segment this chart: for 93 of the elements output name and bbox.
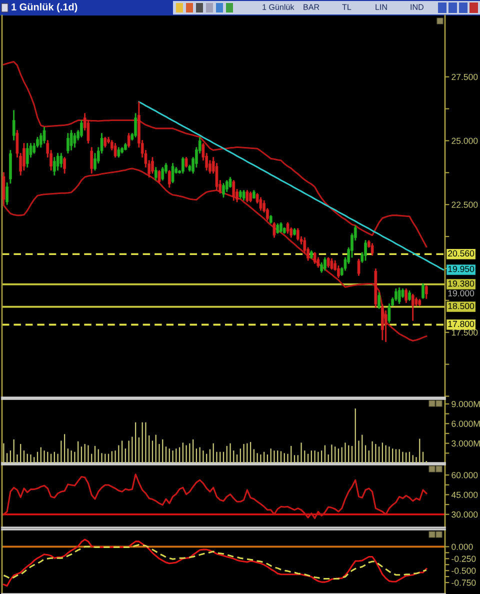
line-series (2, 168, 428, 342)
candlestick (408, 290, 411, 301)
candlestick (104, 136, 107, 148)
y-tick-label: 30.000 (452, 511, 478, 518)
y-tick-label: -0.500 (452, 568, 476, 574)
y-tick-label: -0.250 (452, 556, 476, 562)
candlestick (117, 147, 120, 158)
candlestick (418, 298, 422, 306)
text: LIN (376, 4, 387, 10)
candlestick (66, 133, 70, 154)
candlestick (222, 183, 225, 198)
y-tick-label: 3.000M (452, 440, 480, 447)
candlestick (326, 257, 330, 268)
candlestick (73, 133, 76, 148)
line-series (2, 474, 428, 520)
candlestick (286, 222, 290, 234)
text: 19.000 (448, 290, 474, 296)
candlestick (374, 268, 378, 308)
candlestick (90, 147, 94, 174)
text: IND (410, 4, 424, 10)
candlestick (310, 250, 313, 259)
y-tick-label: 25.000 (452, 138, 478, 144)
text: 1 Günlük (262, 4, 294, 10)
candlestick (80, 120, 83, 138)
candlestick (151, 157, 154, 174)
candlestick (398, 287, 401, 304)
candlestick (42, 126, 46, 144)
candlestick (324, 257, 326, 271)
candlestick (114, 143, 117, 158)
text: TL (342, 4, 352, 10)
candlestick (26, 143, 29, 168)
candlestick (422, 283, 424, 299)
candlestick (249, 192, 252, 202)
ref-line-label: 20.560 (448, 250, 474, 257)
data-label: 19.950 (448, 266, 474, 272)
candlestick (378, 292, 380, 309)
line-series (2, 544, 428, 580)
candlestick (120, 147, 124, 154)
candlestick (272, 222, 276, 238)
candlestick (370, 243, 374, 256)
candlestick (313, 252, 316, 264)
y-tick-label: 0.000 (452, 544, 473, 550)
candlestick (168, 170, 171, 188)
text: 1 Günlük (.1d) (12, 3, 78, 12)
y-tick-label: -0.750 (452, 580, 476, 586)
candlestick (246, 190, 249, 202)
candlestick (242, 190, 246, 201)
candlestick (381, 304, 384, 340)
candlestick (411, 294, 414, 321)
candlestick (404, 288, 408, 303)
candlestick (158, 170, 161, 184)
candlestick (70, 130, 73, 150)
candlestick (181, 157, 184, 174)
ref-line-label: 17.800 (448, 320, 474, 328)
candlestick (364, 240, 367, 261)
text: BAR (304, 4, 320, 10)
candlestick (12, 110, 16, 140)
candlestick (127, 133, 130, 148)
candlestick (134, 113, 138, 138)
candlestick (238, 190, 242, 199)
line-series (138, 101, 444, 271)
candlestick (154, 167, 158, 181)
candlestick (60, 153, 63, 168)
ref-line-label: 18.500 (448, 302, 474, 310)
y-tick-label: 6.000M (452, 420, 480, 427)
candlestick (171, 162, 174, 184)
candlestick (52, 157, 56, 176)
y-tick-label: 27.500 (452, 74, 478, 80)
y-tick-label: 9.000M (452, 400, 480, 408)
candlestick (232, 180, 236, 201)
line-series (2, 60, 428, 248)
candlestick (293, 228, 296, 236)
y-tick-label: 22.500 (452, 202, 478, 208)
candlestick (330, 258, 334, 270)
line-series (2, 538, 428, 587)
candlestick (357, 258, 360, 276)
y-tick-label: 17.500 (452, 329, 478, 336)
ref-line-label: 19.380 (448, 280, 474, 287)
candlestick (161, 167, 164, 181)
candlestick (296, 228, 300, 241)
candlestick (269, 215, 272, 224)
y-tick-label: 45.000 (451, 492, 478, 498)
candlestick (2, 172, 6, 205)
y-tick-label: 60.000 (452, 472, 478, 478)
candlestick (63, 157, 66, 174)
candlestick (252, 190, 256, 199)
candlestick (184, 157, 188, 168)
candlestick (280, 222, 282, 233)
candlestick (228, 177, 232, 188)
candlestick (259, 197, 262, 211)
candlestick (424, 285, 428, 299)
candlestick (276, 223, 280, 234)
candlestick (124, 143, 127, 150)
